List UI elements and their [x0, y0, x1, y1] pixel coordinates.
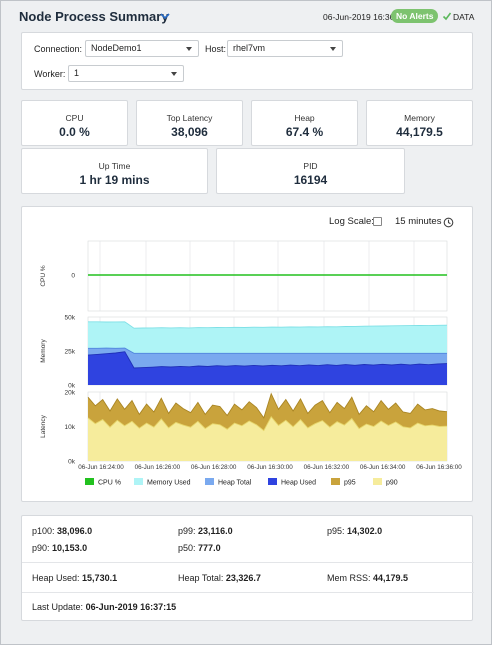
stats-panel: [21, 515, 473, 621]
worker-value: 1: [74, 68, 80, 78]
kpi-tile-memory[interactable]: Memory 44,179.5: [366, 100, 473, 146]
kpi-label: Top Latency: [166, 113, 213, 123]
kpi-label: CPU: [65, 113, 84, 123]
kpi-value: 44,179.5: [396, 125, 443, 139]
log-scale-label: Log Scale:: [329, 216, 374, 227]
kpi-value: 1 hr 19 mins: [79, 173, 150, 187]
stat-last-update: Last Update: 06-Jun-2019 16:37:15: [32, 602, 177, 612]
stat-p99: p99: 23,116.0: [178, 526, 233, 536]
kpi-value: 38,096: [171, 125, 208, 139]
header-timestamp: 06-Jun-2019 16:36: [323, 12, 395, 22]
worker-label: Worker:: [34, 69, 66, 79]
dropdown-arrow-icon: [330, 47, 336, 51]
dropdown-arrow-icon: [186, 47, 192, 51]
kpi-tile-top-latency[interactable]: Top Latency 38,096: [136, 100, 243, 146]
kpi-tile-up-time[interactable]: Up Time 1 hr 19 mins: [21, 148, 208, 194]
stat-p100: p100: 38,096.0: [32, 526, 93, 536]
worker-select[interactable]: 1: [68, 65, 184, 82]
kpi-value: 0.0 %: [59, 125, 90, 139]
stat-heap-total: Heap Total: 23,326.7: [178, 573, 261, 583]
chevron-down-icon[interactable]: [159, 10, 171, 22]
connection-select[interactable]: NodeDemo1: [85, 40, 199, 57]
clock-icon[interactable]: [443, 217, 454, 228]
stat-p95: p95: 14,302.0: [327, 526, 383, 536]
host-select[interactable]: rhel7vm: [227, 40, 343, 57]
log-scale-checkbox[interactable]: [373, 217, 382, 226]
kpi-value: 67.4 %: [285, 125, 324, 139]
stats-divider: [22, 562, 474, 563]
stat-mem-rss: Mem RSS: 44,179.5: [327, 573, 409, 583]
kpi-tile-cpu[interactable]: CPU 0.0 %: [21, 100, 128, 146]
kpi-value: 16194: [293, 173, 328, 187]
time-range-label[interactable]: 15 minutes: [395, 216, 442, 227]
host-value: rhel7vm: [233, 43, 266, 53]
title-bar: Node Process Summary 06-Jun-2019 16:36 N…: [1, 1, 491, 31]
connection-value: NodeDemo1: [91, 43, 142, 53]
kpi-label: PID: [303, 161, 318, 171]
kpi-label: Heap: [294, 113, 315, 123]
kpi-label: Up Time: [98, 161, 131, 171]
page-title: Node Process Summary: [19, 9, 169, 24]
dropdown-arrow-icon: [171, 72, 177, 76]
stat-p90: p90: 10,153.0: [32, 543, 88, 553]
stat-heap-used: Heap Used: 15,730.1: [32, 573, 118, 583]
kpi-label: Memory: [404, 113, 435, 123]
host-label: Host:: [205, 44, 227, 54]
stats-divider: [22, 592, 474, 593]
alert-status-badge[interactable]: No Alerts: [391, 9, 439, 23]
kpi-tile-heap[interactable]: Heap 67.4 %: [251, 100, 358, 146]
chart-panel: [21, 206, 473, 502]
check-icon: [442, 12, 452, 21]
connection-label: Connection:: [34, 44, 83, 54]
stat-p50: p50: 777.0: [178, 543, 221, 553]
kpi-tile-pid[interactable]: PID 16194: [216, 148, 405, 194]
data-status-label: DATA: [453, 12, 475, 22]
